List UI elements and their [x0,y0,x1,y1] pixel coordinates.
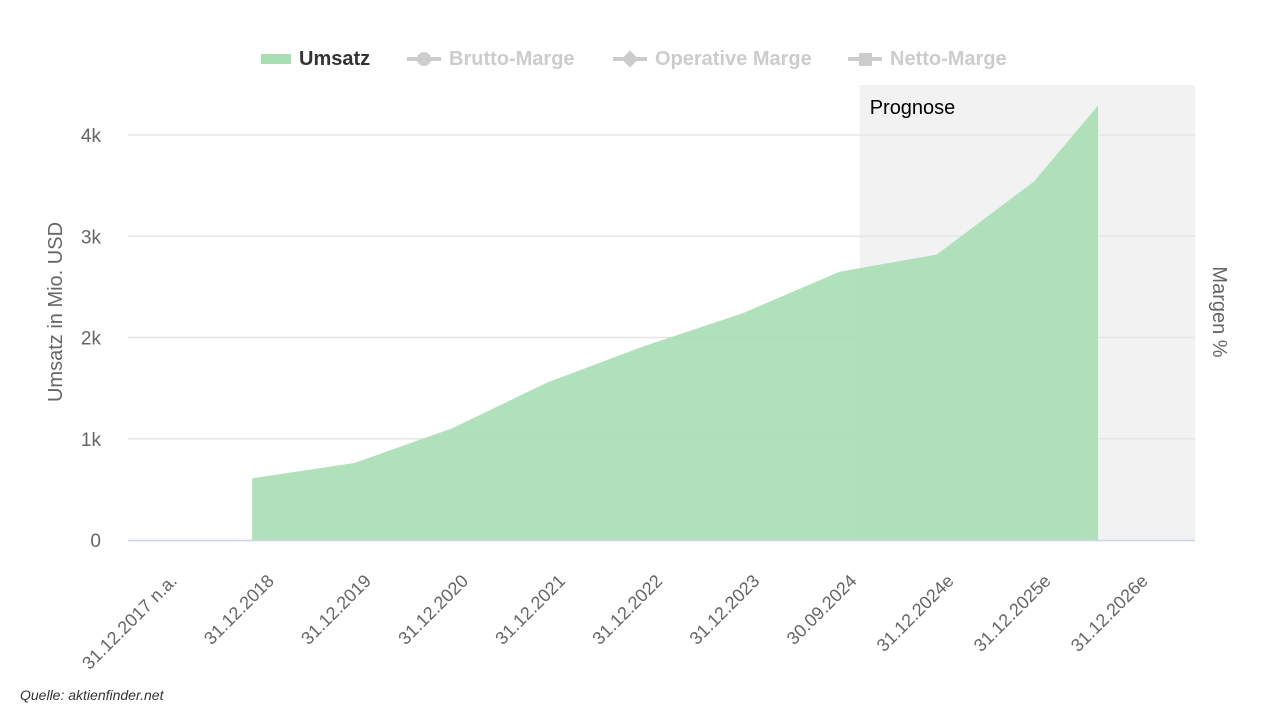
source-note: Quelle: aktienfinder.net [20,687,164,703]
circle-icon [417,52,431,66]
x-tick-label: 31.12.2023 [686,571,764,649]
line-swatch-icon [613,50,647,68]
y-tick-label: 2k [81,329,102,350]
x-tick-label: 31.12.2021 [491,571,569,649]
x-tick-label: 31.12.2019 [297,571,375,649]
legend-item-umsatz[interactable]: Umsatz [261,46,370,72]
x-tick-label: 31.12.2025e [970,571,1055,656]
legend-label: Brutto-Marge [449,47,575,70]
series-area-umsatz [252,105,1099,540]
forecast-band-label: Prognose [870,97,956,119]
legend-label: Operative Marge [655,47,812,70]
y-tick-label: 3k [81,227,102,248]
legend-label: Netto-Marge [890,47,1007,70]
legend-item-operative-marge[interactable]: Operative Marge [613,46,812,72]
y-axis-title: Umsatz in Mio. USD [45,222,67,402]
x-tick-label: 31.12.2024e [873,571,958,656]
x-tick-label: 31.12.2022 [588,571,666,649]
x-tick-label: 31.12.2018 [200,571,278,649]
square-icon [858,52,872,66]
line-swatch-icon [848,52,882,66]
diamond-icon [621,50,639,68]
x-tick-label: 31.12.2026e [1067,571,1152,656]
x-tick-label: 30.09.2024 [783,571,861,649]
x-tick-label: 31.12.2020 [394,571,472,649]
y2-axis-title: Margen % [1208,266,1230,357]
y-tick-label: 0 [90,531,101,552]
legend-label: Umsatz [299,47,371,70]
area-swatch-icon [261,54,291,64]
legend-item-brutto-marge[interactable]: Brutto-Marge [407,46,575,72]
y-tick-label: 1k [81,430,102,451]
y-tick-label: 4k [81,126,102,147]
x-tick-label: 31.12.2017 n.a. [78,571,181,674]
line-swatch-icon [407,52,441,66]
legend-item-netto-marge[interactable]: Netto-Marge [848,46,1007,72]
